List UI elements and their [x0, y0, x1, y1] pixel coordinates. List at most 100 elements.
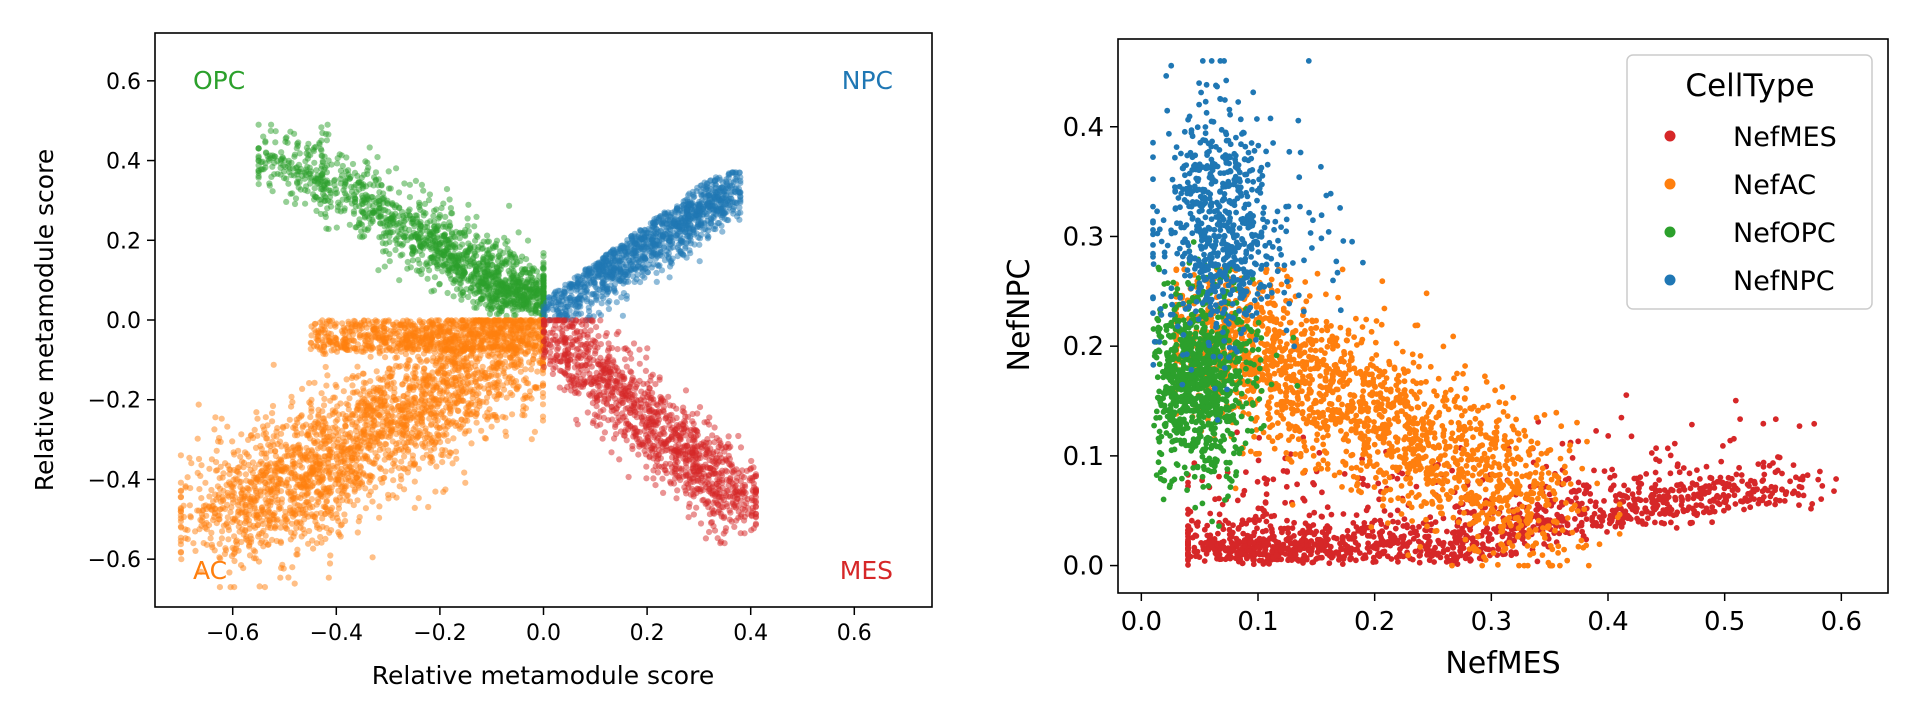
- left-point-npc: [629, 257, 636, 264]
- left-point-opc: [291, 130, 298, 137]
- left-point-opc: [473, 232, 480, 239]
- left-point-ac: [253, 409, 260, 416]
- left-point-ac: [264, 491, 271, 498]
- left-point-npc: [639, 253, 646, 260]
- left-point-ac: [411, 504, 418, 511]
- left-point-ac: [211, 547, 218, 554]
- left-point-npc: [712, 222, 719, 230]
- left-point-npc: [665, 253, 672, 260]
- left-point-ac: [310, 545, 317, 552]
- left-point-opc: [370, 182, 377, 189]
- left-point-opc: [401, 218, 408, 225]
- left-point-opc: [401, 234, 408, 241]
- left-point-ac: [338, 521, 345, 528]
- left-point-ac: [195, 455, 203, 463]
- left-point-ac: [332, 381, 339, 388]
- left-point-ac: [517, 368, 524, 375]
- left-point-opc: [465, 201, 472, 208]
- left-point-opc: [351, 194, 358, 201]
- left-point-ac: [483, 399, 490, 406]
- left-point-ac: [425, 503, 432, 511]
- left-point-opc: [319, 153, 326, 160]
- left-point-opc: [283, 198, 290, 205]
- left-point-ac: [213, 459, 220, 466]
- left-point-opc: [324, 205, 331, 212]
- left-point-npc: [553, 299, 560, 306]
- left-point-opc: [406, 194, 413, 201]
- left-point-opc: [399, 251, 406, 258]
- left-point-opc: [487, 284, 494, 291]
- left-point-opc: [437, 249, 444, 256]
- left-point-ac: [249, 459, 257, 466]
- left-point-opc: [297, 186, 304, 193]
- left-point-opc: [459, 241, 466, 248]
- left-point-opc: [481, 256, 488, 263]
- left-point-opc: [305, 147, 312, 154]
- left-point-opc: [277, 157, 285, 164]
- left-point-opc: [535, 287, 542, 294]
- left-point-npc: [546, 294, 553, 301]
- left-point-npc: [564, 297, 571, 304]
- left-point-opc: [489, 294, 496, 301]
- left-point-ac: [343, 376, 350, 383]
- left-point-ac: [456, 425, 463, 432]
- left-point-ac: [327, 552, 334, 559]
- left-point-opc: [368, 211, 375, 218]
- left-scatter-points: [177, 121, 760, 591]
- left-point-opc: [406, 181, 413, 188]
- left-point-npc: [651, 228, 658, 235]
- left-point-opc: [540, 261, 547, 268]
- left-point-ac: [437, 386, 444, 393]
- left-point-opc: [434, 265, 441, 272]
- left-point-ac: [353, 457, 360, 464]
- left-point-opc: [350, 210, 358, 217]
- left-point-opc: [506, 202, 513, 209]
- left-point-opc: [479, 245, 486, 252]
- left-point-npc: [696, 241, 703, 248]
- left-point-opc: [463, 286, 470, 293]
- left-point-ac: [307, 414, 314, 421]
- left-point-opc: [474, 270, 481, 277]
- left-point-opc: [271, 171, 278, 178]
- left-point-ac: [434, 368, 441, 375]
- left-point-opc: [382, 240, 389, 247]
- left-point-opc: [540, 250, 547, 257]
- left-point-opc: [471, 223, 478, 230]
- left-point-opc: [473, 213, 480, 220]
- left-point-ac: [530, 356, 537, 363]
- left-point-opc: [323, 169, 330, 176]
- left-point-opc: [327, 189, 334, 196]
- left-point-opc: [291, 200, 299, 208]
- left-point-opc: [443, 186, 451, 193]
- left-point-opc: [480, 238, 487, 245]
- left-point-ac: [227, 509, 234, 516]
- left-point-ac: [377, 376, 384, 383]
- left-point-opc: [395, 213, 402, 220]
- left-point-ac: [194, 469, 201, 476]
- left-point-opc: [396, 277, 403, 284]
- left-point-npc: [737, 189, 744, 196]
- left-point-npc: [663, 224, 670, 231]
- left-point-opc: [418, 243, 425, 250]
- left-point-ac: [312, 518, 319, 525]
- left-point-ac: [379, 427, 386, 434]
- left-point-opc: [456, 230, 463, 237]
- left-point-opc: [475, 282, 482, 290]
- left-point-ac: [521, 412, 528, 419]
- left-point-opc: [427, 218, 434, 225]
- left-point-npc: [639, 269, 646, 276]
- left-point-opc: [355, 178, 363, 185]
- left-point-opc: [430, 233, 437, 240]
- left-point-opc: [510, 298, 517, 305]
- left-point-ac: [339, 488, 346, 495]
- left-point-opc: [272, 139, 279, 146]
- left-point-ac: [271, 524, 278, 531]
- left-point-npc: [624, 242, 631, 249]
- left-point-opc: [493, 310, 501, 318]
- left-point-opc: [410, 220, 417, 227]
- left-point-opc: [453, 253, 460, 260]
- left-point-npc: [724, 183, 731, 190]
- left-point-opc: [342, 180, 349, 187]
- left-point-opc: [255, 181, 262, 188]
